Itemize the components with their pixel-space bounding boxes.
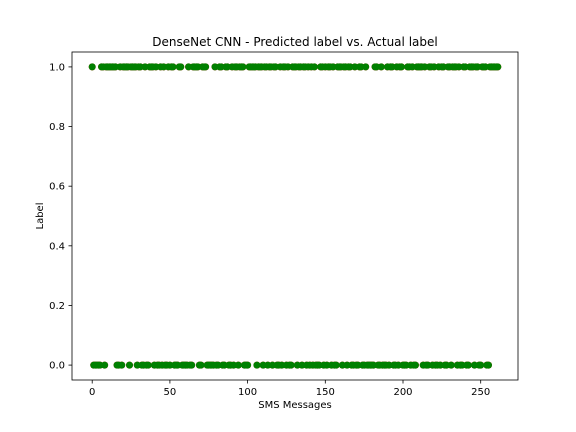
chart-title: DenseNet CNN - Predicted label vs. Actua… xyxy=(152,35,437,49)
predicted-point xyxy=(253,361,261,369)
y-axis-ticks: 0.0 0.2 0.4 0.6 0.8 1.0 xyxy=(49,62,72,372)
predicted-point xyxy=(411,361,419,369)
predicted-point xyxy=(126,361,133,369)
predicted-point xyxy=(397,63,405,71)
y-tick-label: 1.0 xyxy=(49,62,65,73)
x-axis-label: SMS Messages xyxy=(258,400,332,411)
predicted-point xyxy=(188,361,196,369)
y-axis-label: Label xyxy=(35,203,46,230)
predicted-point xyxy=(464,361,472,369)
predicted-point xyxy=(362,63,370,71)
predicted-point xyxy=(239,63,247,71)
x-tick-label: 250 xyxy=(471,387,490,398)
predicted-point xyxy=(202,63,210,71)
predicted-point xyxy=(144,361,152,369)
predicted-point xyxy=(177,63,185,71)
x-tick-label: 50 xyxy=(164,387,177,398)
predicted-point xyxy=(169,63,177,71)
predicted-point xyxy=(88,63,96,71)
y-tick-label: 0.4 xyxy=(49,241,65,252)
predicted-series xyxy=(88,63,502,369)
points-layer xyxy=(88,63,502,369)
predicted-point xyxy=(377,63,385,71)
x-tick-label: 0 xyxy=(89,387,95,398)
predicted-point xyxy=(101,361,109,369)
y-tick-label: 0.6 xyxy=(49,182,65,193)
x-tick-label: 150 xyxy=(316,387,335,398)
predicted-point xyxy=(332,361,340,369)
actual-series xyxy=(88,63,502,369)
predicted-point xyxy=(477,361,485,369)
plot-frame xyxy=(71,51,519,381)
y-tick-label: 0.0 xyxy=(49,361,65,372)
predicted-point xyxy=(197,361,205,369)
x-axis-ticks: 0 50 100 150 200 250 xyxy=(89,380,490,398)
predicted-point xyxy=(447,361,455,369)
y-tick-label: 0.2 xyxy=(49,301,65,312)
x-tick-label: 200 xyxy=(393,387,412,398)
predicted-point xyxy=(118,361,126,369)
predicted-point xyxy=(310,63,318,71)
predicted-point xyxy=(234,361,242,369)
y-tick-label: 0.8 xyxy=(49,122,65,133)
predicted-point xyxy=(244,361,252,369)
predicted-point xyxy=(484,361,492,369)
predicted-point xyxy=(494,63,502,71)
x-tick-label: 100 xyxy=(238,387,257,398)
predicted-point xyxy=(287,361,295,369)
